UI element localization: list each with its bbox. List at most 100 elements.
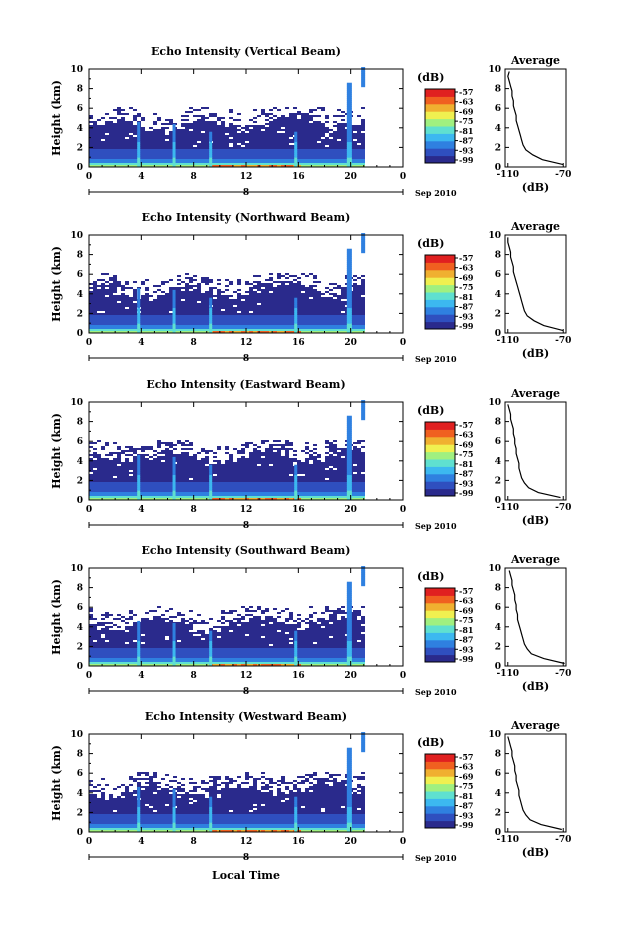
heatmap-cell xyxy=(89,295,93,297)
heatmap-cell xyxy=(281,476,285,478)
colorbar-segment xyxy=(425,126,455,134)
heatmap-cell xyxy=(241,450,245,452)
heatmap-cell xyxy=(221,468,225,470)
heatmap-cell xyxy=(197,478,201,480)
heatmap-cell xyxy=(117,305,121,307)
heatmap-cell xyxy=(297,492,301,494)
colorbar-segment xyxy=(425,299,455,308)
heatmap-cell xyxy=(285,149,289,151)
heatmap-cell xyxy=(277,470,281,472)
heatmap-cell xyxy=(353,327,357,329)
heatmap-cell xyxy=(269,482,273,484)
heatmap-cell xyxy=(133,315,137,317)
convective-cell xyxy=(346,323,352,326)
heatmap-cell xyxy=(257,458,261,460)
heatmap-cell xyxy=(237,450,241,452)
heatmap-cell xyxy=(321,315,325,317)
heatmap-cell xyxy=(337,327,341,329)
heatmap-cell xyxy=(241,165,245,167)
convective-cell xyxy=(137,147,141,150)
heatmap-cell xyxy=(185,287,189,289)
heatmap-cell xyxy=(341,163,345,165)
heatmap-cell xyxy=(185,496,189,498)
heatmap-cell xyxy=(325,329,329,331)
heatmap-cell xyxy=(289,313,293,315)
convective-cell xyxy=(346,88,352,92)
date-label: Sep 2010 xyxy=(415,188,457,198)
heatmap-cell xyxy=(301,486,305,488)
heatmap-cell xyxy=(197,476,201,478)
heatmap-cell xyxy=(169,454,173,456)
heatmap-cell xyxy=(277,482,281,484)
heatmap-cell xyxy=(169,295,173,297)
heatmap-cell xyxy=(337,295,341,297)
heatmap-cell xyxy=(337,285,341,287)
heatmap-cell xyxy=(225,480,229,482)
heatmap-cell xyxy=(233,141,237,143)
heatmap-cell xyxy=(305,478,309,480)
heatmap-cell xyxy=(277,492,281,494)
heatmap-cell xyxy=(265,458,269,460)
heatmap-cell xyxy=(321,319,325,321)
heatmap-cell xyxy=(225,478,229,480)
heatmap-cell xyxy=(265,486,269,488)
heatmap-cell xyxy=(249,135,253,137)
heatmap-cell xyxy=(341,315,345,317)
heatmap-cell xyxy=(93,137,97,139)
heatmap-cell xyxy=(289,159,293,161)
heatmap-cell xyxy=(285,145,289,147)
heatmap-cell xyxy=(241,460,245,462)
heatmap-cell xyxy=(89,478,93,480)
heatmap-cell xyxy=(201,311,205,313)
heatmap-cell xyxy=(105,165,109,167)
heatmap-cell xyxy=(249,309,253,311)
convective-cell xyxy=(346,141,352,144)
colorbar-segment xyxy=(425,148,455,157)
heatmap-cell xyxy=(193,482,197,484)
heatmap-cell xyxy=(245,462,249,464)
heatmap-cell xyxy=(101,327,105,329)
heatmap-cell xyxy=(109,311,113,313)
heatmap-cell xyxy=(97,279,101,281)
heatmap-cell xyxy=(229,309,233,311)
heatmap-cell xyxy=(229,155,233,157)
heatmap-cell xyxy=(361,153,365,155)
convective-cell xyxy=(172,305,176,309)
heatmap-cell xyxy=(313,161,317,163)
average-title: Average xyxy=(510,220,560,233)
heatmap-cell xyxy=(289,125,293,127)
heatmap-cell xyxy=(189,470,193,472)
heatmap-cell xyxy=(113,159,117,161)
heatmap-cell xyxy=(221,305,225,307)
heatmap-cell xyxy=(305,151,309,153)
heatmap-cell xyxy=(285,123,289,125)
heatmap-cell xyxy=(197,285,201,287)
heatmap-cell xyxy=(237,149,241,151)
heatmap-cell xyxy=(181,325,185,327)
heatmap-cell xyxy=(97,466,101,468)
heatmap-cell xyxy=(177,159,181,161)
heatmap-cell xyxy=(97,163,101,165)
heatmap-cell xyxy=(153,496,157,498)
convective-cell xyxy=(346,280,352,283)
heatmap-cell xyxy=(157,299,161,301)
heatmap-cell xyxy=(105,151,109,153)
convective-cell xyxy=(294,135,298,139)
heatmap-cell xyxy=(253,131,257,133)
heatmap-cell xyxy=(249,319,253,321)
heatmap-cell xyxy=(225,161,229,163)
heatmap-cell xyxy=(273,133,277,135)
heatmap-cell xyxy=(205,137,209,139)
heatmap-cell xyxy=(305,319,309,321)
heatmap-cell xyxy=(269,327,273,329)
heatmap-cell xyxy=(105,145,109,147)
heatmap-cell xyxy=(113,492,117,494)
convective-cell xyxy=(346,254,352,258)
heatmap-cell xyxy=(213,165,217,167)
heatmap-cell xyxy=(277,293,281,295)
heatmap-cell xyxy=(189,482,193,484)
heatmap-cell xyxy=(145,496,149,498)
heatmap-cell xyxy=(105,462,109,464)
heatmap-cell xyxy=(257,313,261,315)
heatmap-cell xyxy=(161,161,165,163)
